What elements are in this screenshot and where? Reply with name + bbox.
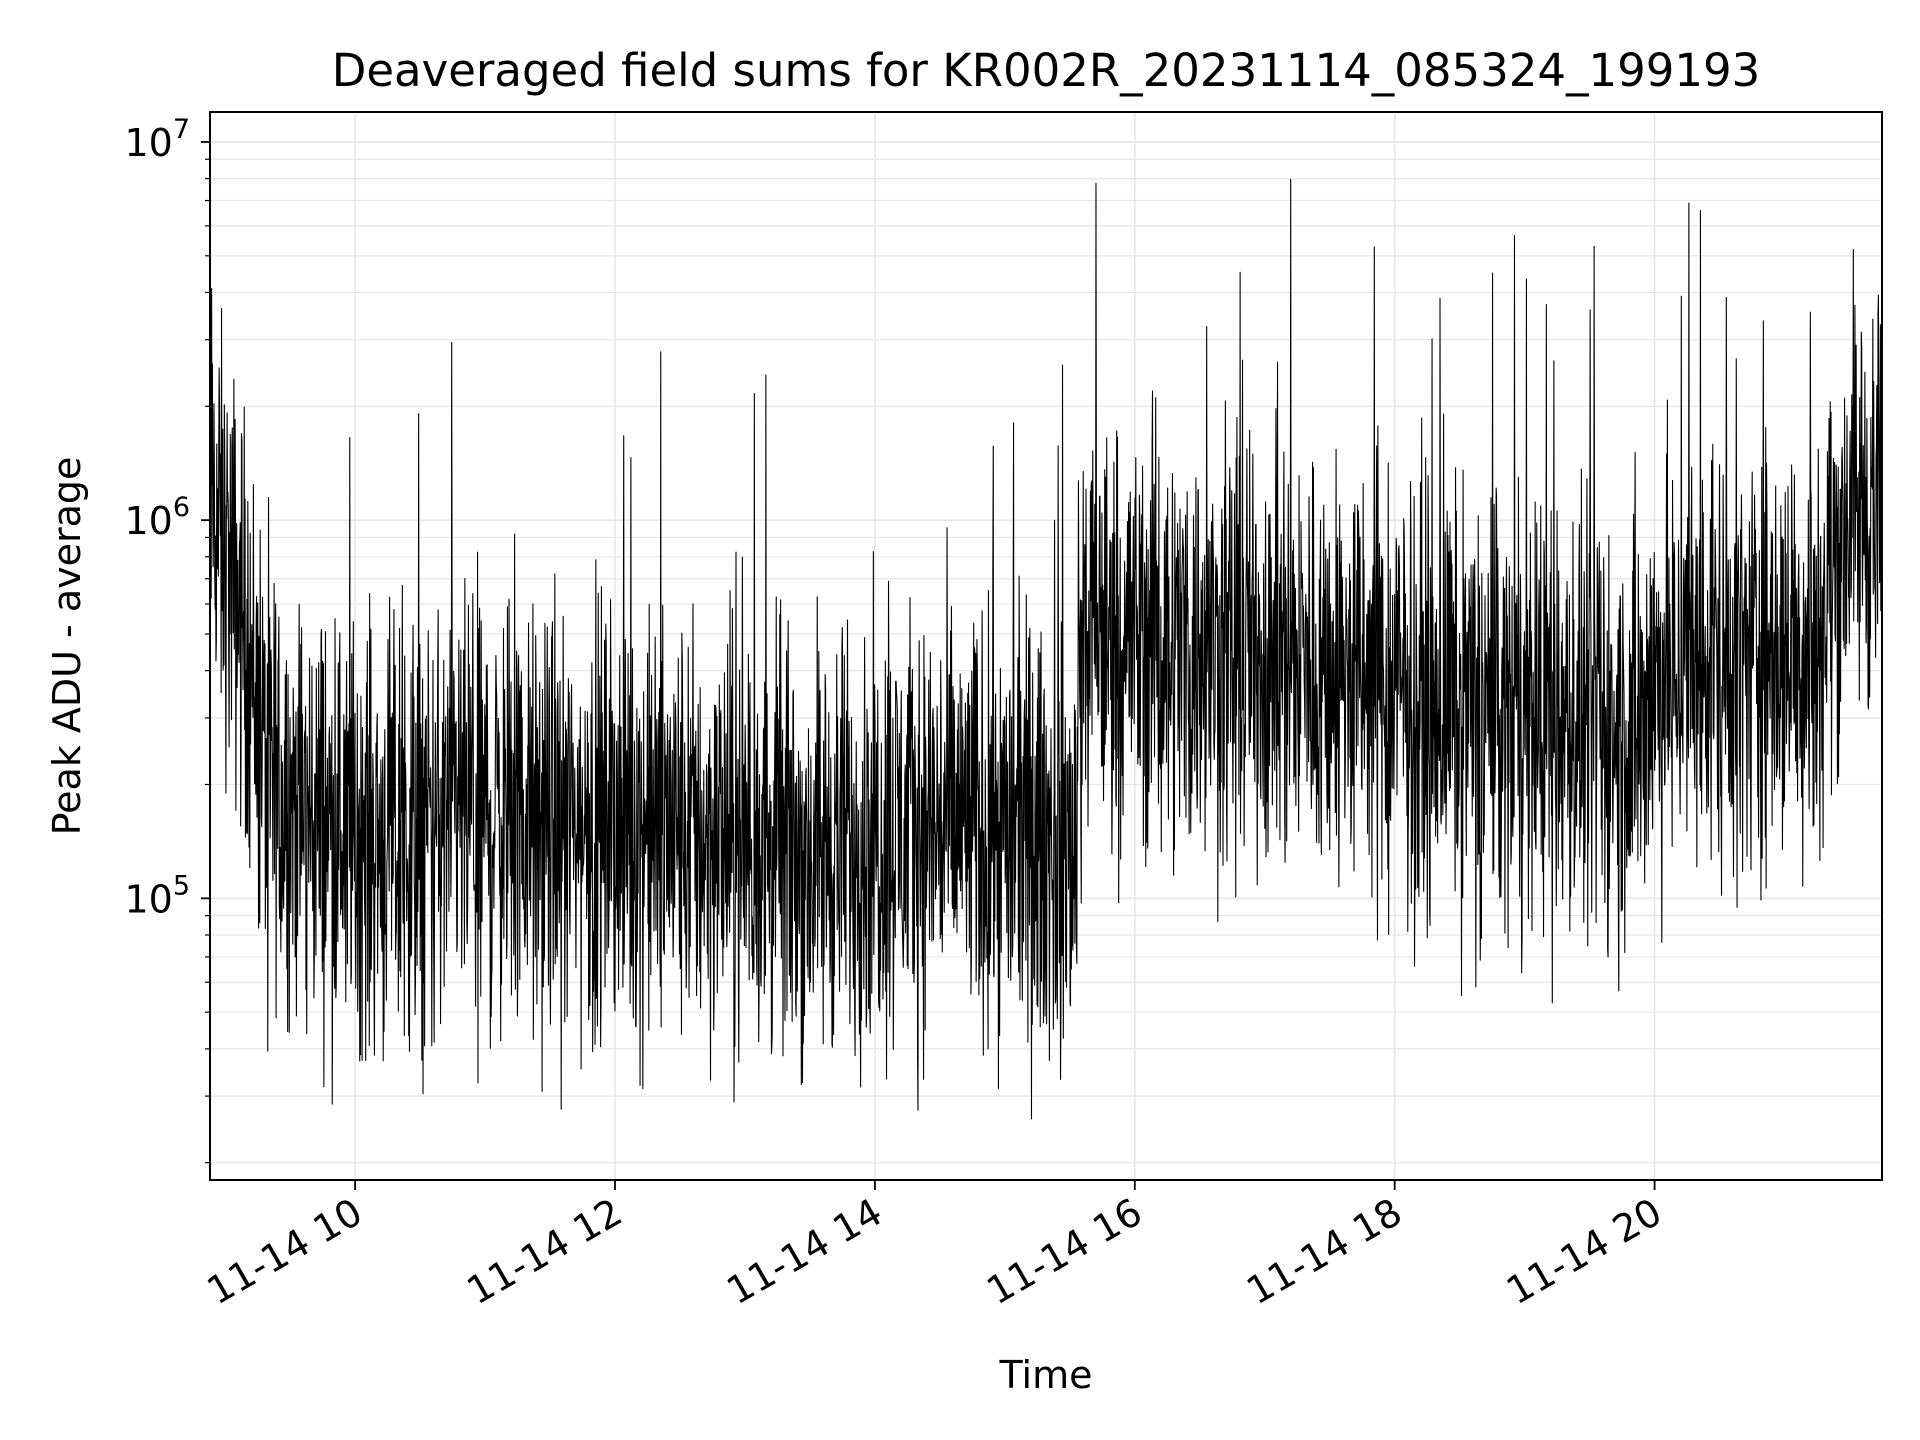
y-axis: 105 106 107 — [124, 114, 210, 1164]
x-tick-label: 11-14 10 — [200, 1190, 370, 1314]
plot-frame — [209, 111, 1883, 1181]
y-axis-label: Peak ADU - average — [45, 457, 89, 836]
x-tick-label: 11-14 20 — [1499, 1190, 1669, 1314]
y-tick-label: 105 — [124, 870, 190, 921]
x-axis: 11-14 10 11-14 12 11-14 14 11-14 16 11-14 18… — [200, 1180, 1669, 1313]
grid — [210, 112, 1882, 1180]
y-tick-label: 107 — [124, 114, 190, 165]
x-tick-label: 11-14 18 — [1239, 1190, 1409, 1314]
series-line-layer — [209, 178, 1883, 1120]
chart-title: Deaveraged field sums for KR002R_2023111… — [332, 44, 1761, 97]
y-tick-label: 106 — [124, 492, 190, 543]
series-line — [209, 178, 1883, 1120]
x-axis-label: Time — [999, 1353, 1093, 1397]
x-tick-label: 11-14 14 — [719, 1190, 889, 1314]
x-tick-label: 11-14 12 — [460, 1190, 630, 1314]
x-tick-label: 11-14 16 — [979, 1190, 1149, 1314]
